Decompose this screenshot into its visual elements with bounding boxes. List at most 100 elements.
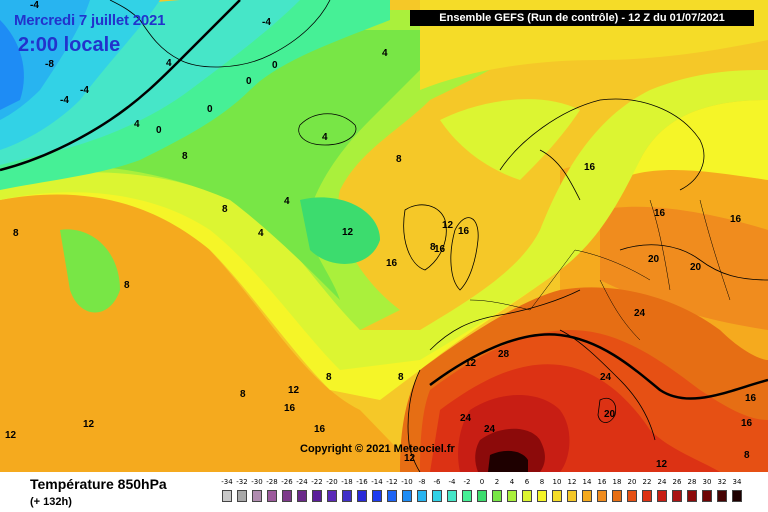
isotherm-label: 12 — [5, 430, 17, 441]
legend-swatch — [372, 490, 382, 502]
legend-label: 14 — [582, 478, 592, 486]
legend-label: -30 — [251, 478, 263, 486]
legend-swatch — [687, 490, 697, 502]
local-time: 2:00 locale — [18, 34, 121, 56]
field-18-e — [600, 206, 768, 330]
legend-label: 0 — [479, 478, 485, 486]
legend-swatch — [627, 490, 637, 502]
legend-swatch — [237, 490, 247, 502]
isotherm-label: 8 — [396, 154, 402, 165]
legend-swatch — [537, 490, 547, 502]
copyright-text: Copyright © 2021 Meteociel.fr — [300, 443, 455, 455]
legend-label: 20 — [627, 478, 637, 486]
isotherm-label: 12 — [288, 385, 300, 396]
isotherm-label: 0 — [272, 60, 278, 71]
isotherm-label: 8 — [326, 372, 332, 383]
map-canvas: -4 -4 -8 -4 -4 4 0 0 4 0 4 0 8 4 8 8 8 12 16 12 16 4 4 8 8 8 8 12 16… — [0, 0, 768, 472]
isotherm-label: 4 — [166, 58, 172, 69]
legend-swatch — [402, 490, 412, 502]
legend-swatch — [357, 490, 367, 502]
legend-label: 8 — [539, 478, 545, 486]
legend-swatch — [597, 490, 607, 502]
legend-label: 32 — [717, 478, 727, 486]
legend-swatch — [477, 490, 487, 502]
legend-label: 28 — [687, 478, 697, 486]
field-4-sw — [60, 229, 120, 313]
isotherm-label: 16 — [434, 244, 446, 255]
legend-swatch — [432, 490, 442, 502]
legend-swatch — [582, 490, 592, 502]
isotherm-20 — [429, 333, 768, 400]
legend-swatch — [642, 490, 652, 502]
isotherm-label: 8 — [222, 204, 228, 215]
field-10 — [0, 100, 768, 400]
legend-label: -2 — [463, 478, 471, 486]
legend-label: 2 — [494, 478, 500, 486]
isotherm-label: 20 — [604, 409, 616, 420]
isotherm-label: 8 — [430, 242, 436, 253]
isotherm-label: 28 — [498, 349, 510, 360]
isotherm-label: 20 — [690, 262, 702, 273]
valid-date: Mercredi 7 juillet 2021 — [14, 12, 166, 29]
legend-swatch — [567, 490, 577, 502]
isotherm-label: 0 — [156, 125, 162, 136]
isotherm-label: 16 — [386, 258, 398, 269]
field-m8 — [0, 20, 24, 110]
isotherm-label: 4 — [284, 196, 290, 207]
legend-label: -10 — [401, 478, 413, 486]
legend-label: -24 — [296, 478, 308, 486]
isotherm-label: 16 — [730, 214, 742, 225]
legend-swatch — [282, 490, 292, 502]
isotherm-label: 24 — [634, 308, 646, 319]
legend-label: -8 — [418, 478, 426, 486]
legend-swatch — [252, 490, 262, 502]
legend-label: 30 — [702, 478, 712, 486]
isotherm-label: 8 — [124, 280, 130, 291]
legend-label: 26 — [672, 478, 682, 486]
legend-label: -28 — [266, 478, 278, 486]
borders — [469, 199, 731, 341]
legend-label: 16 — [597, 478, 607, 486]
forecast-hour: (+ 132h) — [30, 496, 72, 508]
isotherm-label: -4 — [60, 95, 69, 106]
legend-swatch — [612, 490, 622, 502]
isotherm-0 — [0, 0, 241, 172]
isotherm-label: -4 — [80, 85, 89, 96]
legend-label: 12 — [567, 478, 577, 486]
model-run-banner: Ensemble GEFS (Run de contrôle) - 12 Z d… — [410, 10, 754, 26]
legend-label: 34 — [732, 478, 742, 486]
legend-swatch — [522, 490, 532, 502]
legend-label: -12 — [386, 478, 398, 486]
legend-label: 24 — [657, 478, 667, 486]
isotherm-label: 24 — [484, 424, 496, 435]
legend-swatch — [717, 490, 727, 502]
isotherm-label: 24 — [460, 413, 472, 424]
legend-label: 10 — [552, 478, 562, 486]
temperature-map: -4 -4 -8 -4 -4 4 0 0 4 0 4 0 8 4 8 8 8 12 16 12 16 4 4 8 8 8 8 12 16… — [0, 0, 768, 472]
parameter-title: Température 850hPa — [30, 476, 167, 492]
field-16-s — [0, 387, 260, 472]
isotherm-label: 8 — [182, 151, 188, 162]
legend-swatch — [552, 490, 562, 502]
isotherm-labels: -4 -4 -8 -4 -4 4 0 0 4 0 4 0 8 4 8 8 8 12 16 12 16 4 4 8 8 8 8 12 16… — [5, 0, 757, 470]
legend-label: -4 — [448, 478, 456, 486]
isotherm-label: 12 — [404, 453, 416, 464]
isotherm-label: -4 — [262, 17, 271, 28]
isotherm-label: 8 — [398, 372, 404, 383]
legend-swatch — [447, 490, 457, 502]
legend-label: -14 — [371, 478, 383, 486]
isotherm-label: 16 — [314, 424, 326, 435]
legend-label: -32 — [236, 478, 248, 486]
legend-swatch — [702, 490, 712, 502]
legend-label: -34 — [221, 478, 233, 486]
legend-swatch — [267, 490, 277, 502]
legend-swatch — [312, 490, 322, 502]
legend-swatch — [657, 490, 667, 502]
isotherm-label: 4 — [322, 132, 328, 143]
isotherm-label: 8 — [13, 228, 19, 239]
legend-label: 4 — [509, 478, 515, 486]
legend-label: -26 — [281, 478, 293, 486]
legend-label: -20 — [326, 478, 338, 486]
isotherm-label: 12 — [342, 227, 354, 238]
isotherm-label: 12 — [83, 419, 95, 430]
